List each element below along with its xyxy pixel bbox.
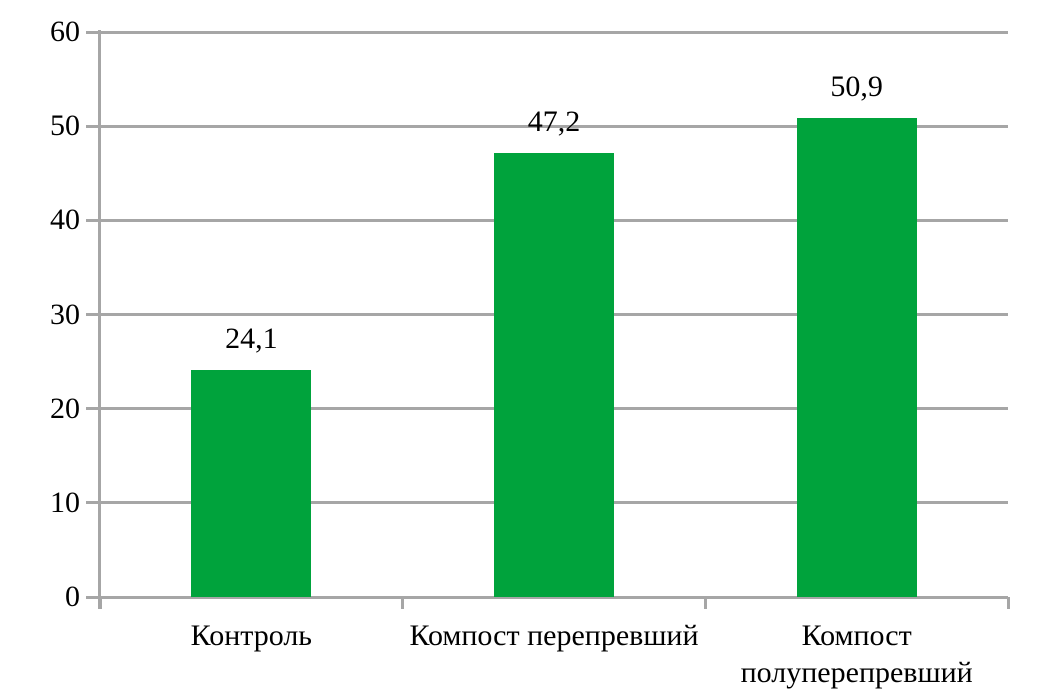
bar-3 bbox=[796, 117, 917, 597]
y-axis-tick-label: 10 bbox=[50, 485, 80, 519]
gridline-60 bbox=[100, 30, 1008, 34]
y-tick-0 bbox=[86, 595, 102, 599]
y-axis-tick-label: 20 bbox=[50, 391, 80, 425]
y-axis-line bbox=[98, 30, 101, 609]
x-tick-3 bbox=[1006, 597, 1010, 609]
y-tick-20 bbox=[86, 407, 102, 411]
gridline-50 bbox=[100, 124, 1008, 128]
x-tick-0 bbox=[98, 597, 102, 609]
y-tick-40 bbox=[86, 218, 102, 222]
bar-value-label: 24,1 bbox=[225, 322, 278, 356]
bar-2 bbox=[494, 152, 614, 597]
y-axis-tick-label: 40 bbox=[50, 203, 80, 237]
x-axis-category-label: Компост перепревший bbox=[409, 619, 699, 652]
bar-1 bbox=[191, 370, 312, 597]
y-axis-tick-label: 30 bbox=[50, 297, 80, 331]
y-tick-60 bbox=[86, 30, 102, 34]
y-axis-tick-label: 0 bbox=[65, 580, 80, 613]
x-axis-line bbox=[100, 595, 1008, 599]
x-axis-category-label: Компост полуперепревший bbox=[740, 619, 973, 689]
bar-value-label: 47,2 bbox=[527, 104, 581, 138]
y-axis-tick-label: 50 bbox=[50, 109, 80, 143]
x-tick-2 bbox=[703, 597, 707, 609]
y-tick-10 bbox=[86, 501, 102, 505]
y-tick-50 bbox=[86, 124, 102, 128]
bar-value-label: 50,9 bbox=[830, 69, 883, 103]
x-tick-1 bbox=[401, 597, 405, 609]
y-tick-30 bbox=[86, 313, 102, 316]
x-axis-category-label: Контроль bbox=[190, 619, 312, 652]
y-axis-tick-label: 60 bbox=[50, 15, 80, 48]
